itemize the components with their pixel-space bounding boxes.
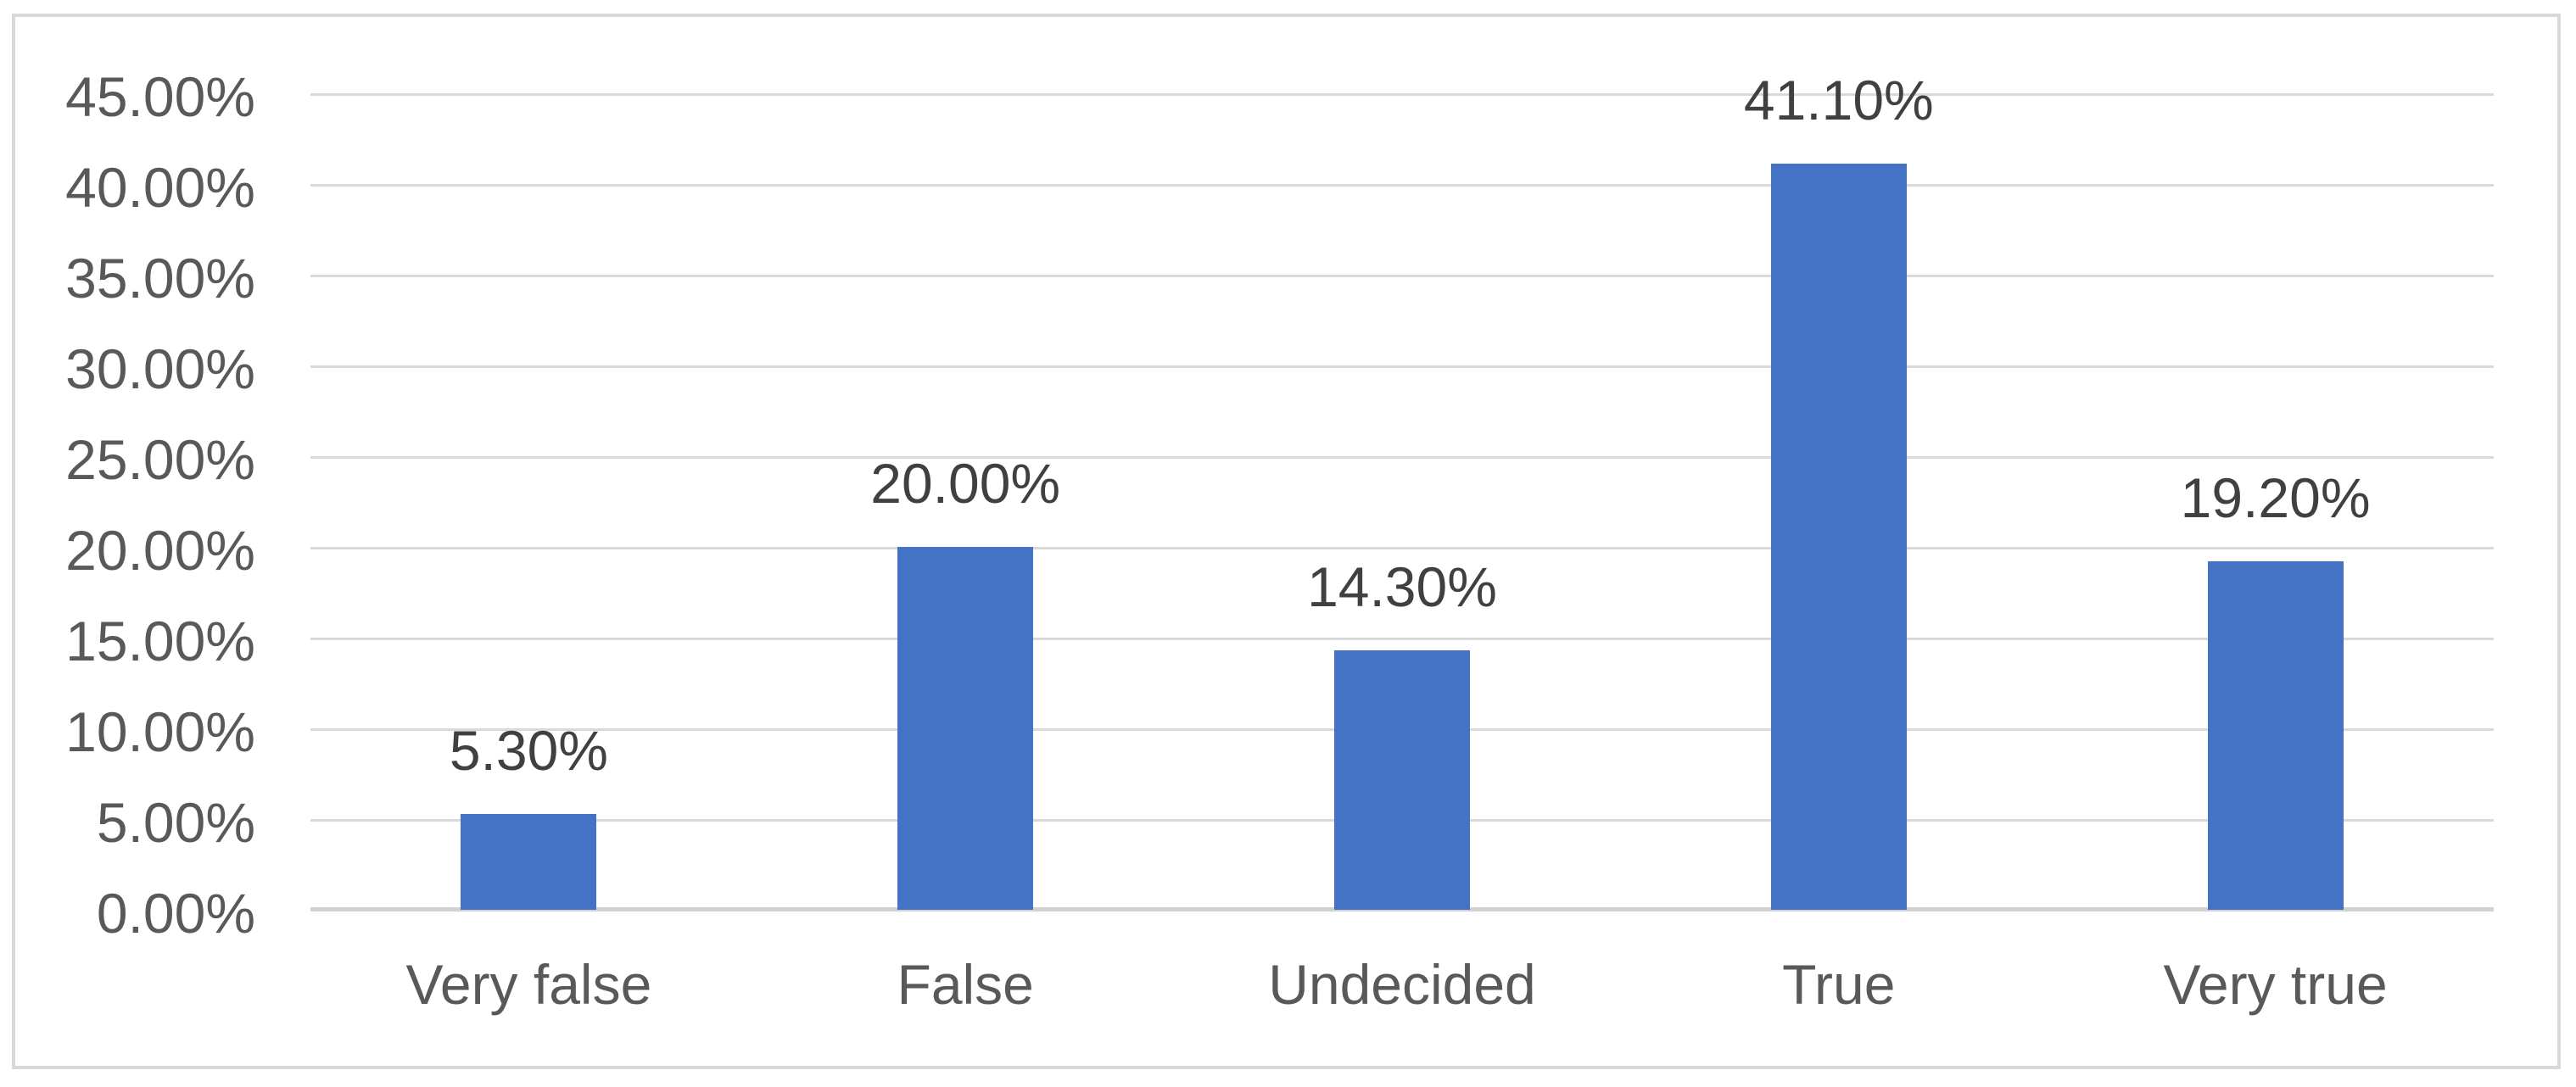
x-axis-category-label: True (1782, 953, 1896, 1016)
y-axis-tick-label: 10.00% (65, 700, 255, 763)
bar-data-label: 14.30% (1307, 555, 1497, 618)
gridline (310, 638, 2494, 640)
y-axis-tick-label: 30.00% (65, 337, 255, 400)
bar-data-label: 20.00% (870, 452, 1061, 515)
y-axis-tick-label: 15.00% (65, 610, 255, 672)
y-axis-tick-label: 45.00% (65, 65, 255, 128)
bar (897, 547, 1034, 910)
bar-column: 20.00% (747, 93, 1184, 910)
y-axis-tick-label: 40.00% (65, 156, 255, 219)
bar-column: 41.10% (1620, 72, 2057, 910)
bar (1333, 649, 1470, 910)
x-axis-category-label: Undecided (1268, 953, 1536, 1016)
y-axis-tick-label: 25.00% (65, 428, 255, 491)
gridline (310, 275, 2494, 277)
y-axis-tick-label: 20.00% (65, 519, 255, 582)
gridline (310, 93, 2494, 96)
bar (1770, 164, 1907, 910)
bar (2207, 561, 2344, 910)
y-axis: 45.00% 40.00% 35.00% 30.00% 25.00% 20.00… (3, 3, 255, 1087)
y-axis-tick-label: 0.00% (96, 882, 255, 945)
gridline (310, 547, 2494, 549)
gridline (310, 456, 2494, 459)
plot-area: 5.30% 20.00% 14.30% 41.10% 19.20% (310, 72, 2494, 911)
x-axis-category-label: Very true (2163, 953, 2388, 1016)
y-axis-tick-label: 35.00% (65, 247, 255, 309)
bar-data-label: 41.10% (1743, 69, 1934, 132)
x-axis-category-label: False (897, 953, 1034, 1016)
bar-column: 19.20% (2057, 93, 2494, 910)
x-axis-category-label: Very false (405, 953, 652, 1016)
bar-data-label: 5.30% (449, 718, 608, 782)
chart-border: 45.00% 40.00% 35.00% 30.00% 25.00% 20.00… (12, 14, 2561, 1069)
x-axis: Very false False Undecided True Very tru… (310, 950, 2494, 1018)
bar-column: 5.30% (310, 93, 747, 910)
gridline (310, 184, 2494, 187)
bar-data-label: 19.20% (2180, 466, 2371, 530)
y-axis-tick-label: 5.00% (96, 791, 255, 854)
bar-column: 14.30% (1184, 93, 1621, 910)
gridline (310, 365, 2494, 368)
bar (461, 813, 597, 910)
